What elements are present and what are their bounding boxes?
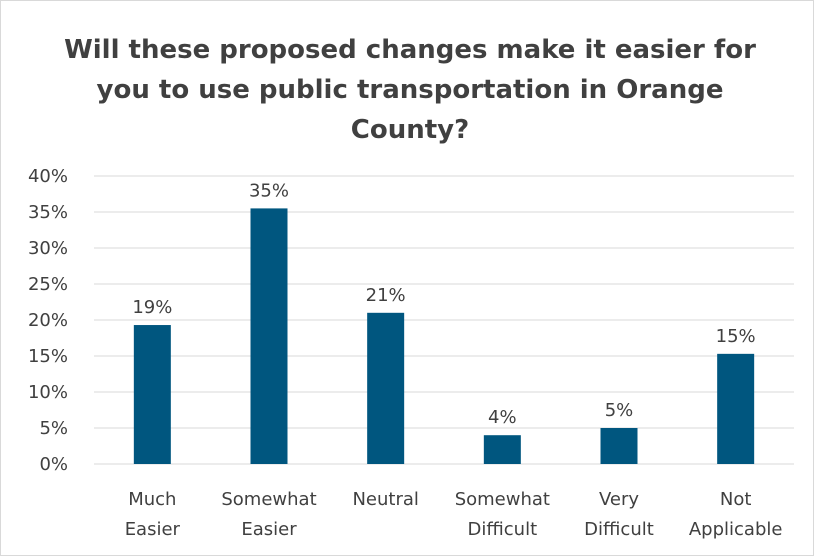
bar (133, 325, 171, 464)
x-tick-label: Not Applicable (689, 489, 783, 540)
x-tick-label: Much Easier (125, 489, 181, 540)
bar (367, 312, 405, 464)
y-tick-label: 5% (39, 418, 68, 439)
y-tick-label: 35% (28, 202, 68, 223)
y-tick-label: 20% (28, 310, 68, 331)
x-tick-label: Somewhat Difficult (455, 489, 550, 540)
x-tick-label: Somewhat Easier (221, 489, 316, 540)
data-label: 15% (716, 326, 756, 347)
bar (600, 428, 638, 464)
y-tick-label: 40% (28, 166, 68, 187)
data-label: 21% (366, 285, 406, 306)
x-tick-label: Very Difficult (584, 489, 654, 540)
bar (483, 435, 521, 464)
data-label: 4% (488, 407, 517, 428)
x-tick-label: Neutral (352, 489, 418, 510)
y-tick-label: 15% (28, 346, 68, 367)
chart-title: Will these proposed changes make it easi… (64, 35, 756, 145)
y-tick-label: 30% (28, 238, 68, 259)
bar (250, 208, 288, 464)
data-label: 35% (249, 180, 289, 201)
y-tick-label: 0% (39, 454, 68, 475)
y-tick-label: 10% (28, 382, 68, 403)
bar (717, 353, 755, 464)
data-label: 5% (605, 400, 634, 421)
y-tick-label: 25% (28, 274, 68, 295)
data-label: 19% (132, 297, 172, 318)
